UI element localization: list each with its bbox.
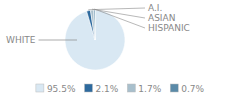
legend-swatch [84, 84, 92, 92]
slice-label: HISPANIC [148, 23, 190, 33]
leader-line [39, 40, 77, 41]
legend-swatch [127, 84, 135, 92]
pie-slice [94, 10, 95, 40]
legend-label: 95.5% [47, 84, 76, 94]
chart: WHITE A.I.ASIANHISPANIC 95.5% 2.1% 1.7% 0.7% [0, 0, 240, 100]
legend-swatch [170, 84, 178, 92]
slice-labels: WHITE A.I.ASIANHISPANIC [6, 3, 190, 45]
legend: 95.5% 2.1% 1.7% 0.7% [36, 84, 205, 94]
legend-label: 1.7% [138, 84, 161, 94]
leader-line [92, 9, 145, 18]
slice-label: ASIAN [148, 13, 175, 23]
legend-label: 0.7% [181, 84, 204, 94]
leader-line [88, 8, 145, 10]
slice-label: WHITE [6, 35, 36, 45]
leader-line [94, 9, 145, 28]
legend-swatch [36, 84, 44, 92]
pie-slice [87, 10, 95, 40]
pie-slice [90, 10, 95, 40]
legend-label: 2.1% [95, 84, 118, 94]
slice-label: A.I. [148, 3, 162, 13]
